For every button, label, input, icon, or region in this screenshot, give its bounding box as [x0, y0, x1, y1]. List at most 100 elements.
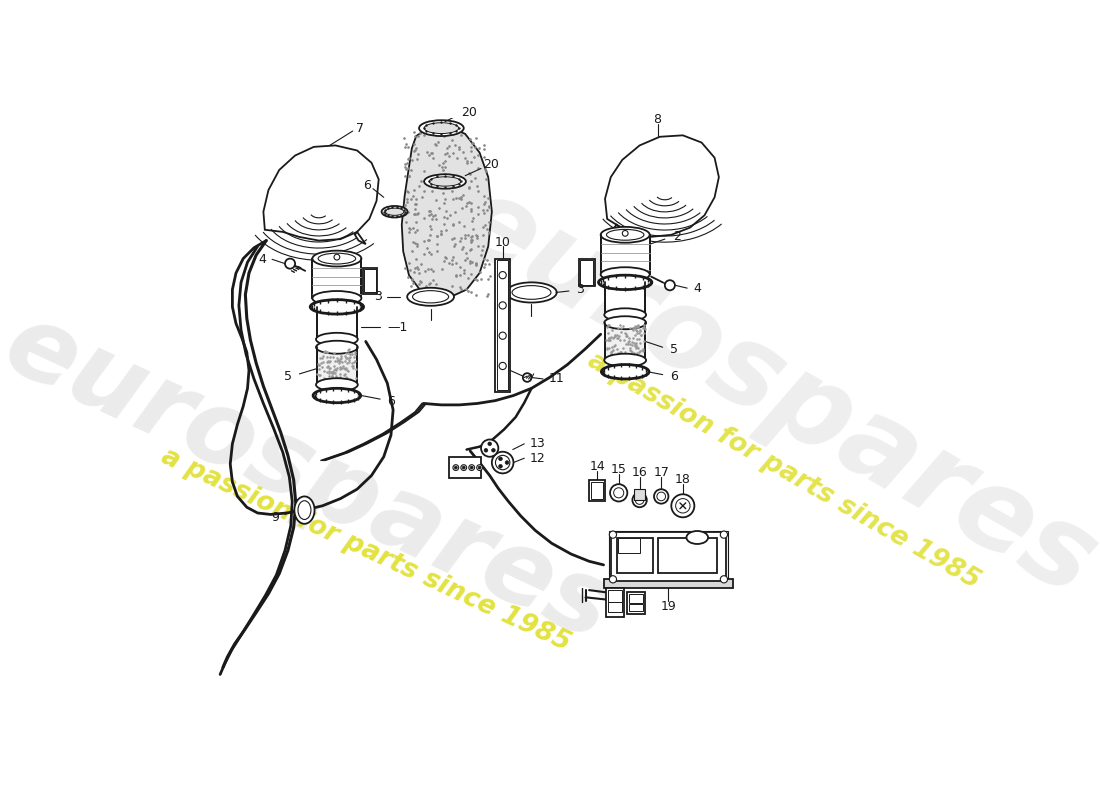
Circle shape — [623, 230, 628, 236]
Bar — [629, 594, 644, 603]
Circle shape — [609, 531, 616, 538]
Ellipse shape — [606, 230, 643, 240]
Circle shape — [470, 466, 473, 469]
Text: 20: 20 — [462, 106, 477, 118]
Circle shape — [610, 484, 627, 502]
Text: a passion for parts since 1985: a passion for parts since 1985 — [157, 444, 574, 657]
Bar — [658, 538, 717, 573]
Circle shape — [614, 488, 624, 498]
Ellipse shape — [382, 206, 407, 218]
Text: 6: 6 — [363, 178, 371, 191]
Ellipse shape — [407, 288, 454, 306]
Text: 4: 4 — [258, 253, 266, 266]
Bar — [618, 538, 639, 553]
Polygon shape — [402, 126, 492, 297]
Ellipse shape — [598, 275, 652, 290]
Text: 10: 10 — [495, 235, 510, 249]
Text: 4: 4 — [693, 282, 701, 294]
Ellipse shape — [419, 120, 464, 136]
Text: 15: 15 — [610, 463, 627, 476]
Ellipse shape — [425, 122, 459, 134]
Ellipse shape — [312, 291, 362, 306]
Bar — [629, 604, 644, 611]
Ellipse shape — [316, 333, 358, 346]
Text: —1: —1 — [387, 321, 408, 334]
Ellipse shape — [654, 490, 669, 504]
Ellipse shape — [312, 250, 362, 266]
Ellipse shape — [425, 174, 466, 189]
Ellipse shape — [314, 388, 361, 402]
Polygon shape — [605, 135, 719, 237]
Bar — [364, 270, 376, 293]
Text: 19: 19 — [661, 600, 676, 613]
Bar — [592, 482, 603, 499]
Circle shape — [498, 465, 503, 468]
Ellipse shape — [412, 290, 449, 303]
Text: 9: 9 — [272, 511, 279, 524]
Circle shape — [499, 362, 506, 370]
Bar — [317, 307, 358, 339]
Text: 17: 17 — [653, 466, 669, 479]
Bar — [605, 322, 646, 360]
Ellipse shape — [295, 497, 315, 524]
Text: 16: 16 — [631, 466, 648, 479]
Circle shape — [664, 280, 675, 290]
Bar — [497, 260, 508, 390]
Circle shape — [495, 455, 510, 470]
Text: 5: 5 — [284, 370, 293, 382]
Circle shape — [720, 576, 727, 583]
Text: 2: 2 — [673, 230, 681, 242]
Text: 7: 7 — [356, 122, 364, 134]
Ellipse shape — [636, 496, 644, 504]
Ellipse shape — [385, 208, 404, 215]
Ellipse shape — [657, 492, 665, 501]
Bar — [579, 258, 595, 286]
Ellipse shape — [604, 316, 646, 330]
Ellipse shape — [632, 493, 647, 507]
Circle shape — [484, 449, 487, 452]
Circle shape — [609, 576, 616, 583]
Bar — [604, 579, 734, 588]
Circle shape — [498, 457, 503, 461]
Bar — [634, 490, 646, 500]
Circle shape — [499, 271, 506, 278]
Ellipse shape — [512, 286, 551, 299]
Circle shape — [334, 254, 340, 260]
Bar — [601, 234, 650, 274]
Bar — [616, 538, 652, 573]
Circle shape — [453, 465, 459, 470]
Text: 6: 6 — [670, 370, 678, 383]
Circle shape — [499, 302, 506, 309]
Text: 8: 8 — [653, 113, 661, 126]
Bar — [317, 347, 358, 385]
Bar — [449, 457, 481, 478]
Polygon shape — [355, 232, 365, 244]
Ellipse shape — [298, 501, 311, 519]
Circle shape — [478, 466, 481, 469]
Circle shape — [675, 498, 690, 513]
Ellipse shape — [601, 267, 650, 282]
Circle shape — [488, 442, 492, 446]
Bar — [608, 590, 623, 602]
Text: 3: 3 — [374, 290, 382, 303]
Circle shape — [505, 461, 509, 464]
Circle shape — [285, 258, 295, 269]
Circle shape — [462, 466, 465, 469]
Ellipse shape — [316, 378, 358, 391]
Text: 18: 18 — [675, 474, 691, 486]
Polygon shape — [263, 146, 378, 241]
Circle shape — [454, 466, 458, 469]
Text: 13: 13 — [530, 438, 546, 450]
Ellipse shape — [318, 253, 355, 264]
Circle shape — [492, 452, 514, 474]
Bar — [590, 480, 605, 502]
Ellipse shape — [602, 365, 649, 379]
Bar — [627, 592, 646, 614]
Text: eurospares: eurospares — [437, 164, 1100, 620]
Bar — [605, 282, 646, 314]
Circle shape — [481, 439, 498, 457]
Circle shape — [476, 465, 483, 470]
Bar — [610, 533, 726, 582]
Bar — [495, 258, 510, 392]
Circle shape — [499, 332, 506, 339]
